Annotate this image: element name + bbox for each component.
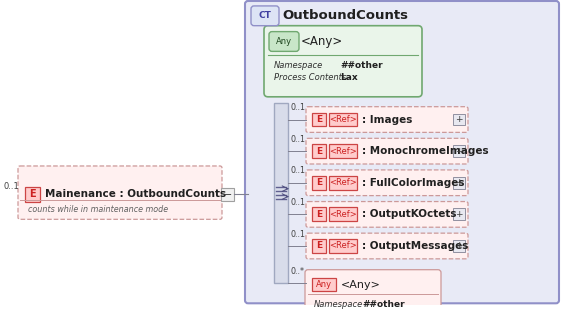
Text: 0..1: 0..1 <box>291 135 306 144</box>
Text: Process Contents: Process Contents <box>274 73 346 82</box>
Bar <box>329 112 357 126</box>
Text: 0..1: 0..1 <box>291 198 306 207</box>
Text: : MonochromeImages: : MonochromeImages <box>362 146 489 156</box>
Text: Any: Any <box>316 280 332 289</box>
Text: +: + <box>455 210 463 219</box>
FancyBboxPatch shape <box>18 166 222 219</box>
Text: counts while in maintenance mode: counts while in maintenance mode <box>28 205 168 214</box>
Text: <Ref>: <Ref> <box>329 115 357 124</box>
Bar <box>453 209 465 220</box>
Text: Lax: Lax <box>340 73 357 82</box>
FancyBboxPatch shape <box>305 270 441 309</box>
Bar <box>329 176 357 190</box>
FancyBboxPatch shape <box>306 138 468 164</box>
Bar <box>329 144 357 158</box>
Text: : OutputKOctets: : OutputKOctets <box>362 210 457 219</box>
Bar <box>453 240 465 252</box>
Bar <box>329 239 357 253</box>
FancyBboxPatch shape <box>306 107 468 132</box>
Bar <box>312 207 326 221</box>
Text: 0..*: 0..* <box>291 267 305 276</box>
Text: E: E <box>316 210 322 219</box>
Text: : FullColorImages: : FullColorImages <box>362 178 465 188</box>
Text: Any: Any <box>276 37 292 46</box>
Text: <Ref>: <Ref> <box>329 147 357 156</box>
Bar <box>453 114 465 125</box>
Text: <Ref>: <Ref> <box>329 210 357 219</box>
Text: <Any>: <Any> <box>301 35 343 48</box>
Text: ##other: ##other <box>340 61 383 70</box>
FancyBboxPatch shape <box>306 170 468 196</box>
Text: +: + <box>455 115 463 124</box>
Text: E: E <box>316 178 322 187</box>
Bar <box>221 188 234 201</box>
Text: 0..1: 0..1 <box>291 167 306 176</box>
Text: : OutputMessages: : OutputMessages <box>362 241 468 251</box>
Text: OutboundCounts: OutboundCounts <box>282 9 408 22</box>
Text: E: E <box>316 147 322 156</box>
Text: +: + <box>455 242 463 251</box>
FancyBboxPatch shape <box>306 201 468 227</box>
Text: −: − <box>223 190 232 200</box>
Text: <Ref>: <Ref> <box>329 242 357 251</box>
Text: Namespace: Namespace <box>314 300 364 309</box>
Bar <box>25 187 40 201</box>
Bar <box>312 144 326 158</box>
Text: +: + <box>455 178 463 187</box>
Text: ##other: ##other <box>362 300 404 309</box>
Bar <box>329 207 357 221</box>
Text: 0..1: 0..1 <box>3 182 19 191</box>
Text: : Images: : Images <box>362 115 412 125</box>
Bar <box>312 176 326 190</box>
Text: Mainenance : OutboundCounts: Mainenance : OutboundCounts <box>45 189 226 199</box>
Bar <box>312 277 336 291</box>
Text: <Ref>: <Ref> <box>329 178 357 187</box>
FancyBboxPatch shape <box>264 26 422 97</box>
Text: E: E <box>29 189 36 199</box>
Bar <box>453 145 465 157</box>
Text: +: + <box>455 147 463 156</box>
FancyBboxPatch shape <box>269 32 299 51</box>
Bar <box>453 177 465 189</box>
FancyBboxPatch shape <box>306 233 468 259</box>
Bar <box>274 103 288 282</box>
Bar <box>312 239 326 253</box>
Text: 0..1: 0..1 <box>291 103 306 112</box>
Bar <box>312 112 326 126</box>
Text: E: E <box>316 242 322 251</box>
Text: Namespace: Namespace <box>274 61 323 70</box>
Text: CT: CT <box>259 11 272 20</box>
Text: E: E <box>316 115 322 124</box>
Text: 0..1: 0..1 <box>291 230 306 239</box>
FancyBboxPatch shape <box>251 6 279 26</box>
FancyBboxPatch shape <box>245 1 559 303</box>
Text: <Any>: <Any> <box>341 280 381 290</box>
